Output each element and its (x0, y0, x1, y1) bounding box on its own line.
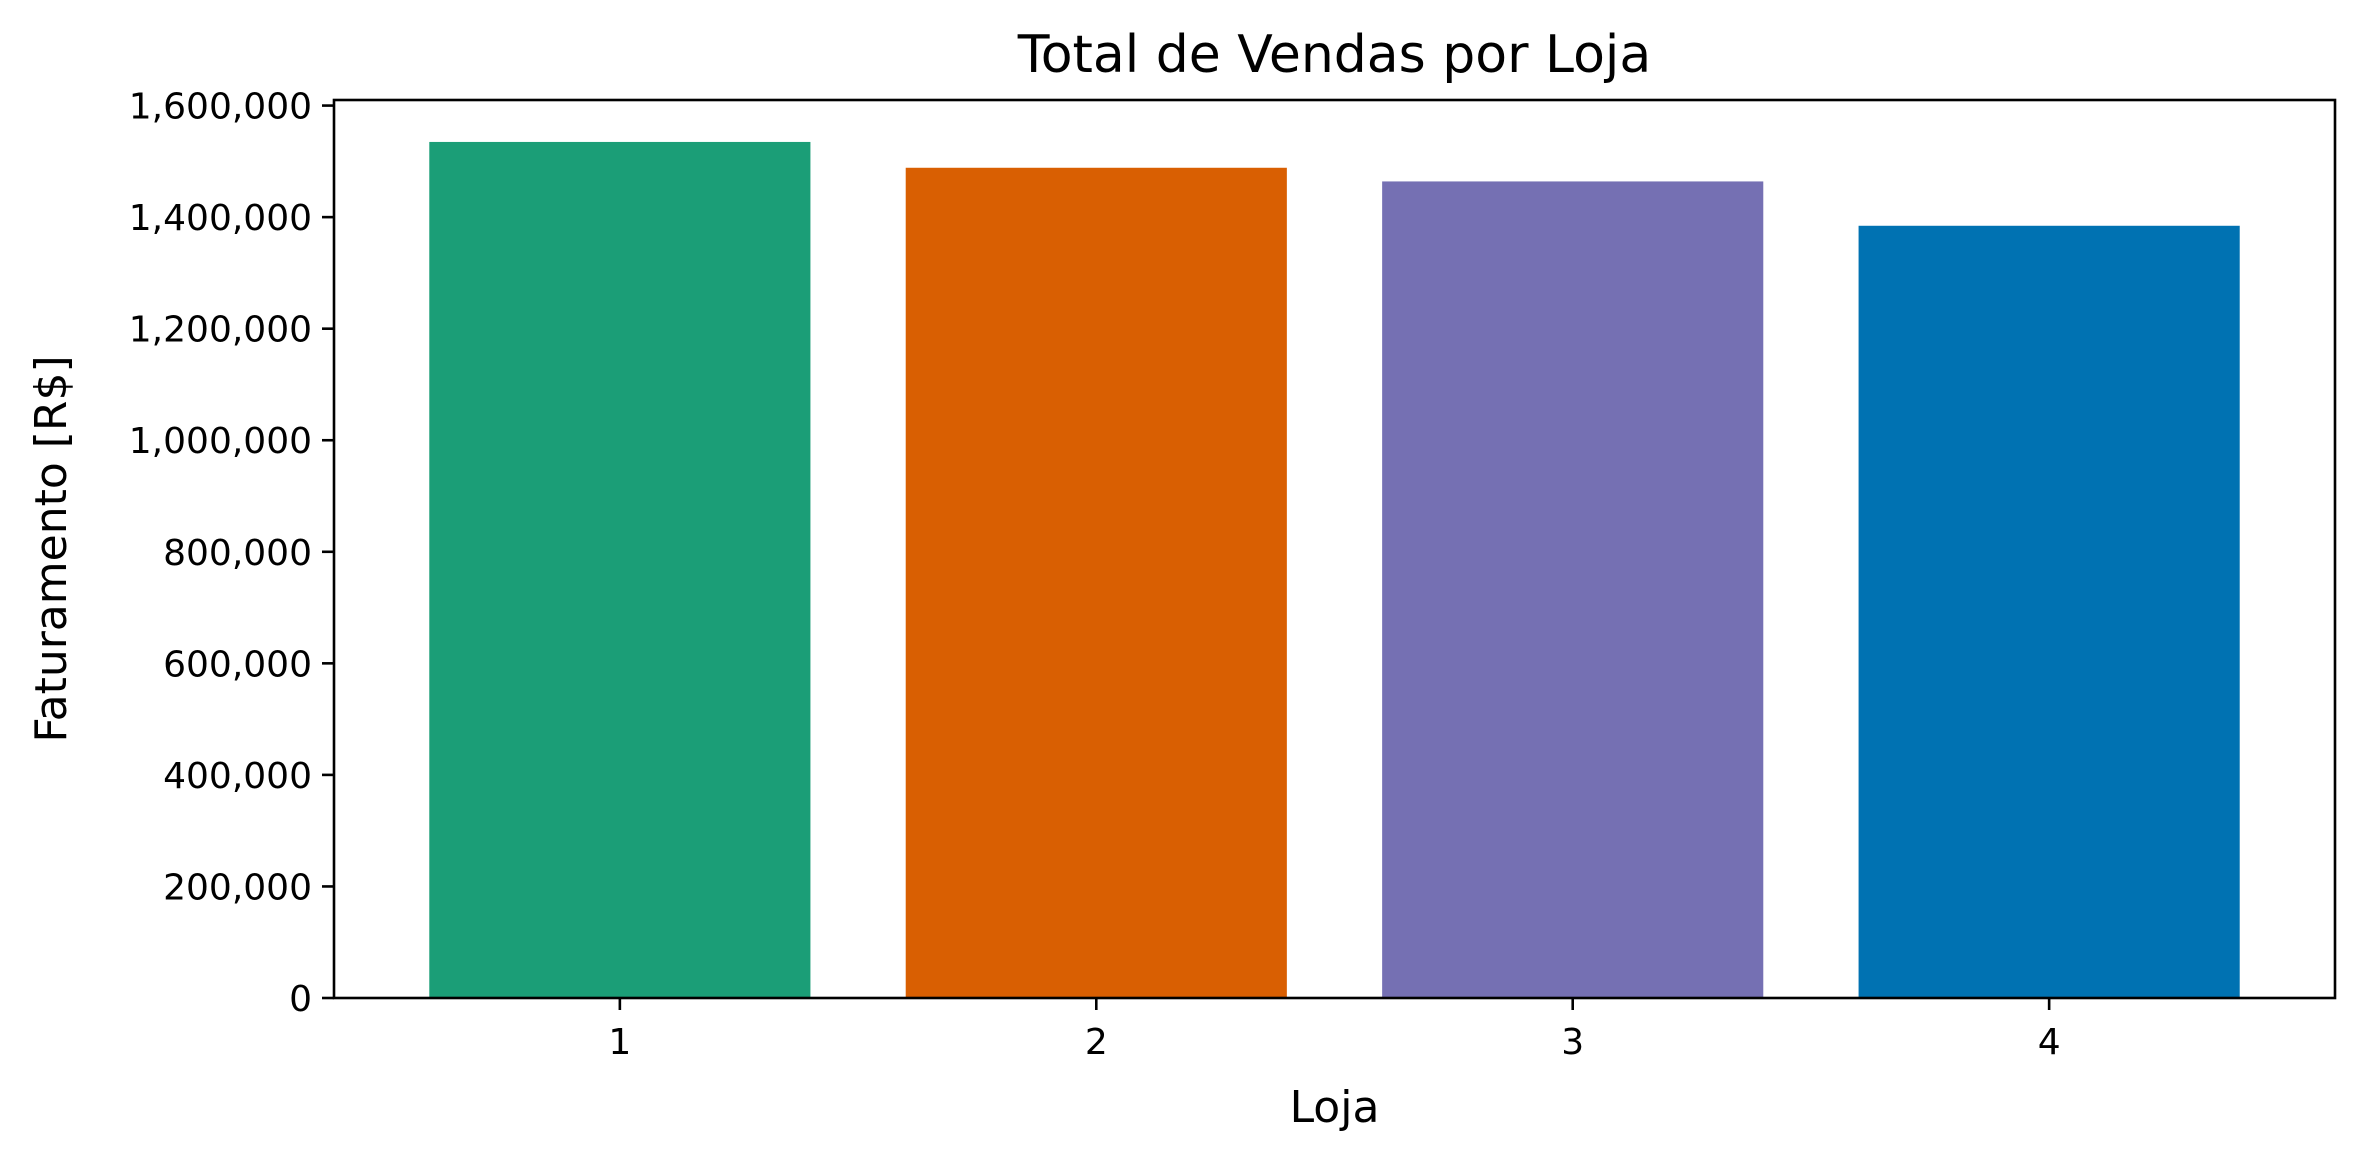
plot-frame (332, 98, 2337, 1000)
x-axis-label: Loja (1290, 1082, 1380, 1133)
x-tick-label: 1 (608, 1022, 631, 1063)
y-tick-label: 1,400,000 (129, 198, 312, 239)
y-tick-label: 1,000,000 (129, 421, 312, 462)
y-tick-label: 1,600,000 (129, 87, 312, 128)
bar-loja-2 (905, 167, 1287, 999)
bar-loja-4 (1858, 225, 2240, 999)
y-tick-label: 800,000 (163, 533, 312, 574)
bars-layer (429, 141, 2240, 999)
x-tick-label: 3 (1561, 1022, 1584, 1063)
bar-loja-1 (429, 141, 811, 998)
x-tick-label: 4 (2038, 1022, 2061, 1063)
y-tick-label: 0 (289, 979, 312, 1020)
y-tick-label: 400,000 (163, 756, 312, 797)
y-tick-label: 1,200,000 (129, 310, 312, 351)
x-tick-label: 2 (1085, 1022, 1108, 1063)
y-tick-label: 200,000 (163, 867, 312, 908)
ticks-layer: 1 2 3 4 0 200,000 400,000 600,000 800,000 1,000,0… (129, 87, 2061, 1063)
chart-title: Total de Vendas por Loja (1017, 25, 1651, 85)
y-axis-label: Faturamento [R$] (26, 355, 77, 742)
bar-loja-3 (1382, 181, 1764, 998)
y-tick-label: 600,000 (163, 644, 312, 685)
